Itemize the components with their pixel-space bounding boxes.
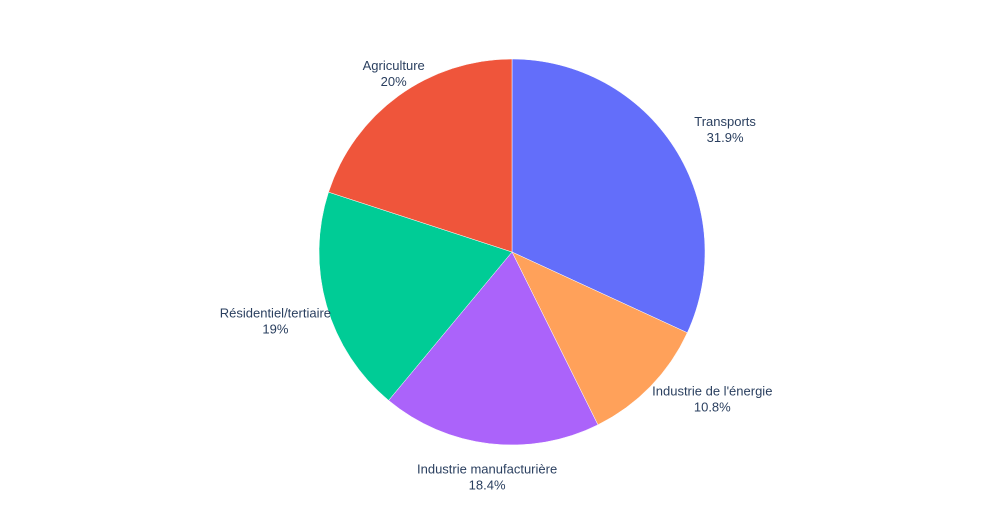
slice-label-name: Industrie manufacturière — [417, 462, 557, 477]
slice-label-1: Industrie de l'énergie 10.8% — [652, 384, 772, 415]
slice-label-percent: 31.9% — [707, 130, 744, 145]
pie-slices — [318, 58, 706, 446]
slice-label-0: Transports 31.9% — [694, 114, 756, 145]
pie-slice-0[interactable] — [511, 58, 706, 334]
slice-label-name: Transports — [694, 114, 756, 129]
pie-slice-4[interactable] — [328, 58, 513, 253]
pie-labels: Transports 31.9% Industrie de l'énergie 10.… — [220, 58, 773, 493]
slice-label-percent: 10.8% — [694, 400, 731, 415]
slice-label-name: Agriculture — [363, 58, 425, 73]
slice-label-name: Résidentiel/tertiaire — [220, 306, 331, 321]
pie-slice-3[interactable] — [318, 191, 513, 401]
slice-label-name: Industrie de l'énergie — [652, 384, 772, 399]
pie-slice-1[interactable] — [511, 251, 688, 426]
slice-label-4: Agriculture 20% — [363, 58, 425, 89]
pie-slice-2[interactable] — [388, 251, 599, 446]
slice-label-percent: 20% — [381, 74, 407, 89]
slice-label-percent: 19% — [262, 322, 288, 337]
slice-label-2: Industrie manufacturière 18.4% — [417, 462, 557, 493]
slice-label-3: Résidentiel/tertiaire 19% — [220, 306, 331, 337]
slice-label-percent: 18.4% — [469, 478, 506, 493]
